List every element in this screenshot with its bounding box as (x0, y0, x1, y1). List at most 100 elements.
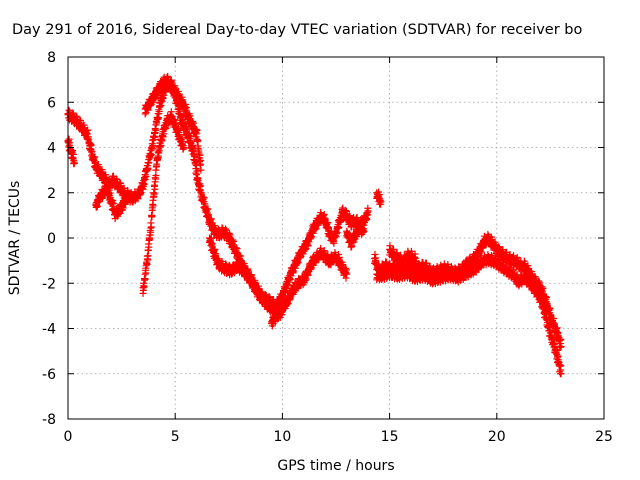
data-point-marker (364, 207, 372, 215)
data-point-marker (335, 224, 343, 232)
data-point-marker (284, 281, 292, 289)
data-point-marker (147, 152, 155, 160)
data-point-marker (196, 151, 204, 159)
data-point-marker (70, 159, 78, 167)
y-tick-label: -2 (42, 276, 56, 292)
data-point-marker (145, 243, 153, 251)
data-point-marker (65, 135, 73, 143)
data-point-marker (143, 259, 151, 267)
data-point-marker (162, 124, 170, 132)
x-tick-label: 20 (488, 429, 506, 445)
y-tick-label: 4 (47, 141, 56, 157)
data-point-marker (123, 195, 131, 203)
data-point-marker (193, 175, 201, 183)
data-point-marker (152, 126, 160, 134)
data-point-marker (151, 178, 159, 186)
data-point-marker (119, 204, 127, 212)
y-tick-label: 6 (47, 95, 56, 111)
data-point-marker (93, 202, 101, 210)
data-point-marker (363, 215, 371, 223)
x-tick-label: 15 (381, 429, 399, 445)
data-point-marker (283, 282, 291, 290)
data-point-marker (141, 110, 149, 118)
data-point-marker (193, 126, 201, 134)
data-point-marker (142, 269, 150, 277)
data-point-marker (93, 203, 101, 211)
data-point-marker (84, 126, 92, 134)
data-point-marker (196, 161, 204, 169)
data-point-marker (204, 205, 212, 213)
data-point-marker (148, 145, 156, 153)
data-point-marker (193, 167, 201, 175)
data-point-marker (159, 94, 167, 102)
data-point-marker (118, 206, 126, 214)
data-point-marker (124, 189, 132, 197)
data-point-marker (146, 231, 154, 239)
data-point-marker (148, 206, 156, 214)
data-point-marker (153, 162, 161, 170)
data-point-marker (162, 88, 170, 96)
data-point-marker (139, 289, 147, 297)
data-point-marker (289, 269, 297, 277)
data-point-marker (147, 224, 155, 232)
data-point-marker (140, 179, 148, 187)
y-tick-label: 0 (47, 231, 56, 247)
data-point-marker (200, 194, 208, 202)
data-point-marker (145, 159, 153, 167)
data-point-marker (140, 282, 148, 290)
data-point-marker (157, 141, 165, 149)
data-point-marker (149, 142, 157, 150)
data-point-marker (91, 153, 99, 161)
data-point-marker (307, 234, 315, 242)
data-point-marker (174, 124, 182, 132)
data-point-marker (150, 130, 158, 138)
data-point-marker (207, 234, 215, 242)
data-point-marker (155, 110, 163, 118)
data-point-marker (144, 164, 152, 172)
data-point-marker (145, 235, 153, 243)
data-point-marker (363, 211, 371, 219)
data-point-marker (304, 242, 312, 250)
data-point-marker (139, 185, 147, 193)
data-point-marker (156, 143, 164, 151)
data-point-marker (194, 144, 202, 152)
data-point-marker (180, 144, 188, 151)
data-point-marker (122, 196, 130, 204)
data-point-marker (149, 202, 157, 210)
x-tick-label: 25 (595, 429, 613, 445)
y-tick-label: -8 (42, 412, 56, 428)
data-point-marker (329, 238, 337, 246)
data-point-marker (142, 172, 150, 180)
chart-title: Day 291 of 2016, Sidereal Day-to-day VTE… (12, 22, 582, 38)
data-point-marker (134, 195, 142, 203)
data-point-marker (301, 246, 309, 254)
data-point-marker (312, 225, 320, 233)
data-point-marker (144, 252, 152, 260)
data-point-marker (143, 255, 151, 263)
data-point-marker (150, 136, 158, 144)
data-point-marker (154, 115, 162, 123)
data-point-marker (155, 149, 163, 157)
data-point-marker (121, 200, 129, 208)
data-point-marker (296, 254, 304, 262)
data-point-marker (157, 102, 165, 110)
y-tick-label: 2 (47, 186, 56, 202)
data-point-marker (155, 103, 163, 111)
data-point-marker (154, 153, 162, 161)
data-point-marker (160, 130, 168, 138)
y-axis-label: SDTVAR / TECUs (7, 181, 23, 296)
data-point-marker (150, 182, 158, 190)
y-tick-label: -4 (42, 322, 56, 338)
data-series (64, 72, 565, 378)
data-point-marker (197, 166, 205, 174)
data-point-marker (148, 213, 156, 221)
y-tick-label: 8 (47, 50, 56, 66)
data-point-marker (362, 215, 370, 223)
data-point-marker (144, 106, 152, 114)
data-point-marker (140, 276, 148, 284)
data-point-marker (330, 239, 338, 247)
data-point-marker (332, 233, 340, 241)
x-axis-label: GPS time / hours (277, 458, 394, 474)
x-tick-label: 10 (273, 429, 291, 445)
